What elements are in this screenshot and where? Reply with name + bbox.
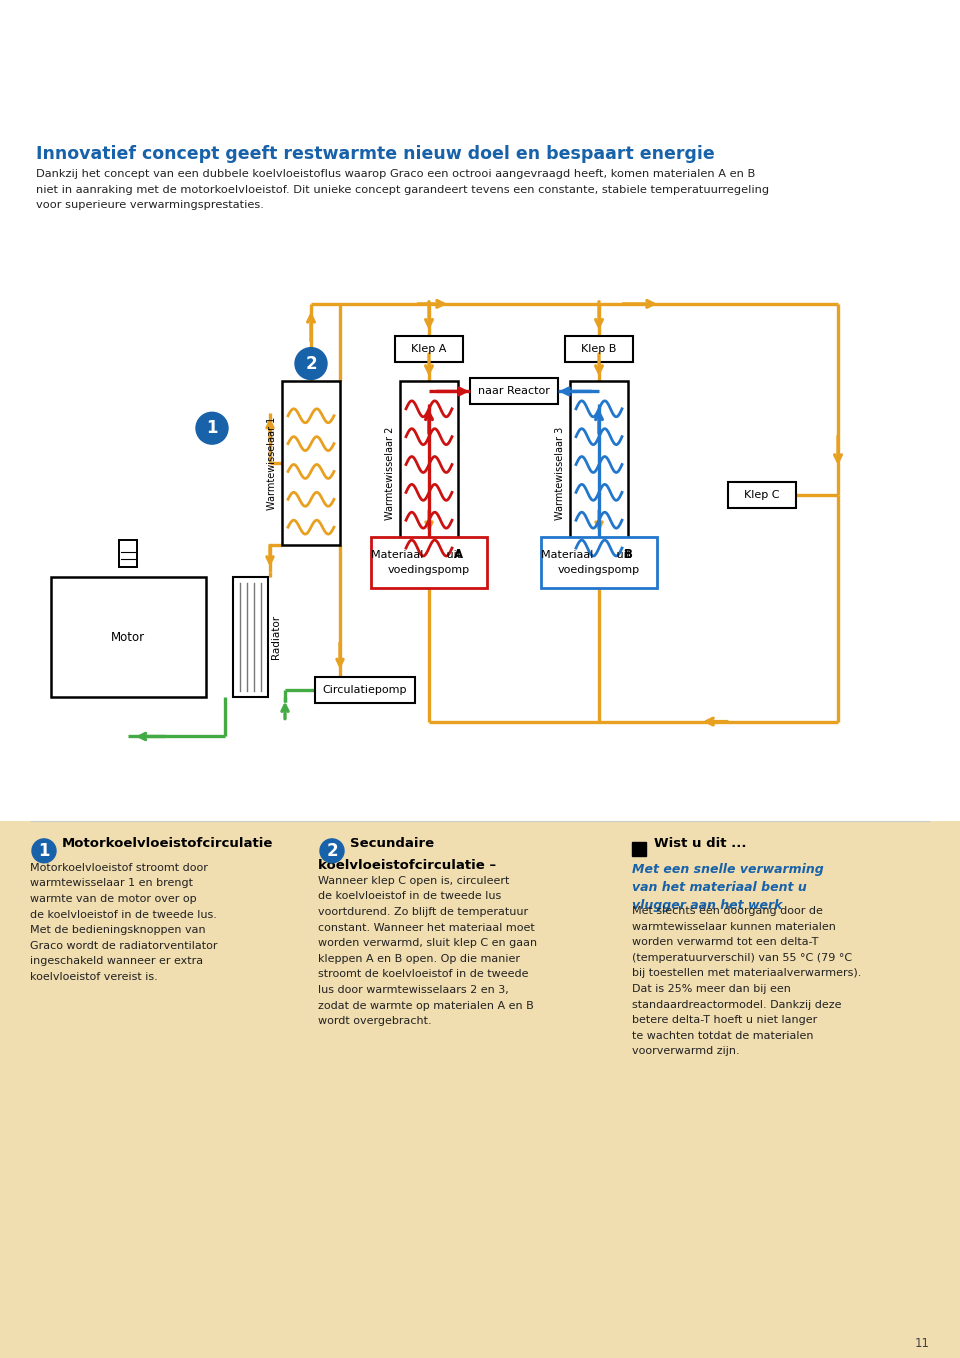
Bar (541, 536, 657, 588)
Text: Klep A: Klep A (411, 344, 446, 353)
Bar (400, 382, 458, 565)
Text: Motorkoelvloeistofcirculatie: Motorkoelvloeistofcirculatie (62, 838, 274, 850)
Text: voor superieure verwarmingsprestaties.: voor superieure verwarmingsprestaties. (36, 201, 264, 210)
Text: niet in aanraking met de motorkoelvloeistof. Dit unieke concept garandeert teven: niet in aanraking met de motorkoelvloeis… (36, 185, 769, 194)
Bar (470, 379, 558, 405)
Bar (632, 842, 646, 856)
Bar (565, 335, 633, 361)
Text: Innovatief concept geeft restwarmte nieuw doel en bespaart energie: Innovatief concept geeft restwarmte nieu… (36, 145, 715, 163)
Text: Warmtewisselaar 3: Warmtewisselaar 3 (555, 426, 565, 520)
Bar (570, 382, 628, 565)
Text: 11: 11 (915, 1336, 930, 1350)
Text: Klep B: Klep B (582, 344, 616, 353)
Text: voedingspomp: voedingspomp (388, 565, 470, 576)
Text: Warmtewisselaar 1: Warmtewisselaar 1 (267, 417, 277, 509)
Circle shape (320, 839, 344, 862)
Bar (0, 822, 960, 1358)
Text: Warmtewisselaar 2: Warmtewisselaar 2 (385, 426, 395, 520)
Bar (119, 539, 137, 568)
Text: Wanneer klep C open is, circuleert
de koelvloeistof in de tweede lus
voortdurend: Wanneer klep C open is, circuleert de ko… (318, 876, 538, 1027)
Text: Klep C: Klep C (744, 490, 780, 500)
Text: 2: 2 (326, 842, 338, 860)
Text: voedingspomp: voedingspomp (558, 565, 640, 576)
Bar (282, 382, 340, 545)
Circle shape (295, 348, 327, 379)
Text: uit: uit (443, 550, 461, 559)
Text: 2: 2 (305, 354, 317, 372)
Text: Circulatiepomp: Circulatiepomp (323, 684, 407, 695)
Circle shape (32, 839, 56, 862)
Text: Met een snelle verwarming
van het materiaal bent u
vlugger aan het werk: Met een snelle verwarming van het materi… (632, 862, 824, 911)
Bar (728, 482, 796, 508)
Text: A: A (454, 549, 463, 561)
Bar (51, 577, 205, 697)
Text: naar Reactor: naar Reactor (478, 387, 550, 397)
Bar (371, 536, 487, 588)
Text: Materiaal: Materiaal (372, 550, 427, 559)
Bar (315, 676, 415, 702)
Text: 1: 1 (38, 842, 50, 860)
Text: koelvloeistofcirculatie –: koelvloeistofcirculatie – (318, 858, 496, 872)
Text: Secundaire: Secundaire (350, 838, 434, 850)
Text: Met slechts één doorgang door de
warmtewisselaar kunnen materialen
worden verwar: Met slechts één doorgang door de warmtew… (632, 906, 861, 1057)
Text: 1: 1 (206, 420, 218, 437)
Text: B: B (624, 549, 633, 561)
Text: Radiator: Radiator (272, 615, 281, 659)
Text: Materiaal: Materiaal (541, 550, 597, 559)
Text: Motorkoelvloeistof stroomt door
warmtewisselaar 1 en brengt
warmte van de motor : Motorkoelvloeistof stroomt door warmtewi… (30, 862, 218, 982)
Bar (232, 577, 268, 697)
Text: Wist u dit ...: Wist u dit ... (654, 838, 747, 850)
Text: Dankzij het concept van een dubbele koelvloeistoflus waarop Graco een octrooi aa: Dankzij het concept van een dubbele koel… (36, 168, 756, 179)
Text: Motor: Motor (111, 630, 145, 644)
Text: Technologie helpt brandstof besparen: Technologie helpt brandstof besparen (36, 49, 587, 77)
Text: uit: uit (613, 550, 631, 559)
Circle shape (196, 413, 228, 444)
Bar (395, 335, 463, 361)
